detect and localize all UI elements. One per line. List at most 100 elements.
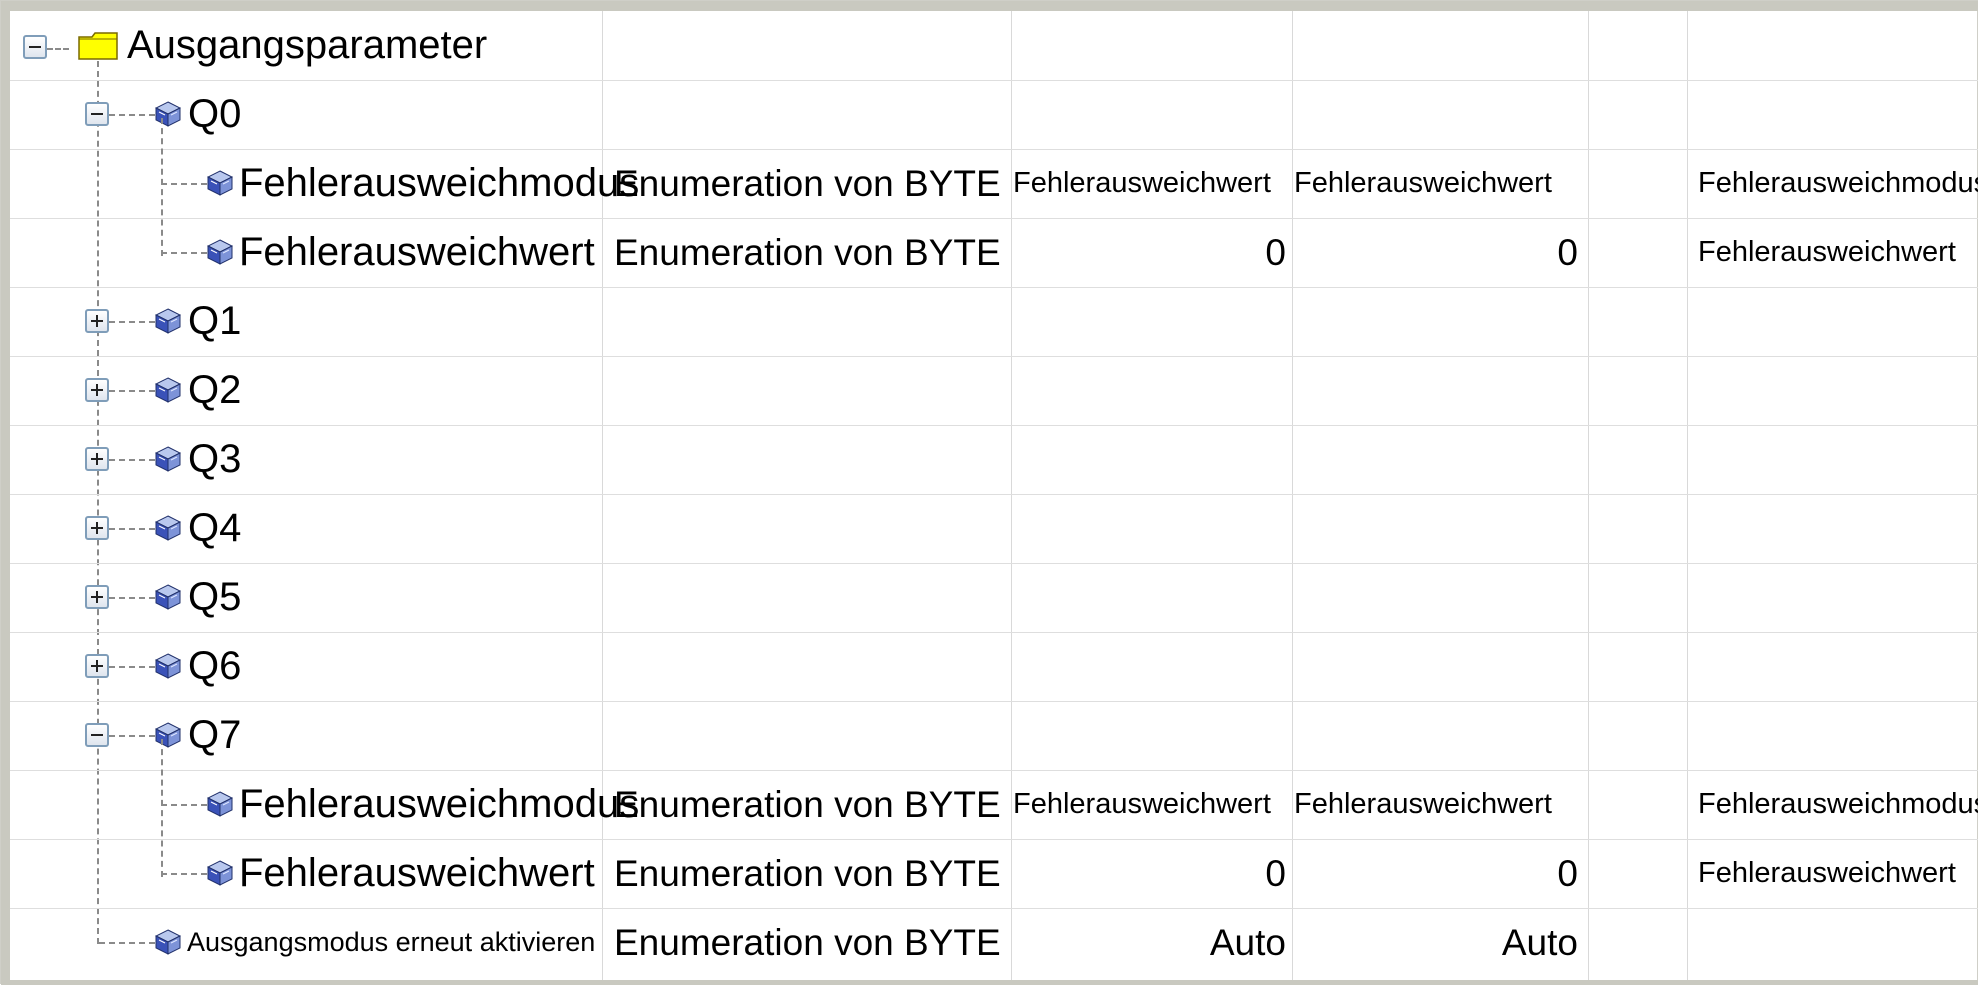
row-divider	[10, 632, 1978, 633]
tree-label-parameter: Fehlerausweichwert	[239, 851, 595, 895]
tree-row-parameter[interactable]: Fehlerausweichmodus Enumeration von BYTE F…	[10, 149, 1978, 218]
tree-label-group: Q0	[188, 92, 242, 136]
row-divider	[10, 839, 1978, 840]
parameter-group-icon	[154, 377, 182, 403]
parameter-icon	[206, 860, 234, 886]
tree-row-root[interactable]: Ausgangsparameter	[10, 11, 1978, 80]
tree-row-group[interactable]: Q4	[10, 494, 1978, 563]
parameter-group-icon	[154, 515, 182, 541]
tree-row-parameter[interactable]: Fehlerausweichwert Enumeration von BYTE 0 0…	[10, 218, 1978, 287]
tree-label-group: Q2	[188, 368, 242, 412]
tree-connector	[99, 942, 155, 944]
tree-connector	[109, 114, 155, 116]
parameter-icon	[154, 929, 182, 955]
tree-row-group[interactable]: Q0	[10, 80, 1978, 149]
value-cell[interactable]: 0	[1557, 232, 1578, 273]
row-divider	[10, 701, 1978, 702]
description-cell: Fehlerausweichwert	[1698, 857, 1956, 889]
collapse-icon[interactable]	[85, 723, 109, 747]
column-divider	[602, 11, 603, 980]
row-divider	[10, 149, 1978, 150]
collapse-icon[interactable]	[23, 35, 47, 59]
tree-connector	[109, 666, 155, 668]
row-divider	[10, 770, 1978, 771]
tree-label-parameter: Ausgangsmodus erneut aktivieren	[187, 927, 596, 957]
tree-connector	[109, 597, 155, 599]
default-value-cell: Fehlerausweichwert	[1013, 167, 1271, 199]
tree-label-group: Q6	[188, 644, 242, 688]
type-cell: Enumeration von BYTE	[614, 163, 1001, 204]
expand-icon[interactable]	[85, 585, 109, 609]
frame-bottom-edge	[1, 980, 1978, 985]
tree-row-group[interactable]: Q6	[10, 632, 1978, 701]
frame-left-edge	[1, 1, 10, 985]
tree-connector	[109, 321, 155, 323]
parameter-icon	[206, 170, 234, 196]
row-divider	[10, 287, 1978, 288]
tree-label-parameter: Fehlerausweichmodus	[239, 161, 640, 205]
folder-icon	[78, 32, 118, 60]
tree-row-group[interactable]: Q7	[10, 701, 1978, 770]
default-value-cell: 0	[1265, 232, 1286, 273]
column-divider	[1292, 11, 1293, 980]
tree-row-group[interactable]: Q3	[10, 425, 1978, 494]
tree-label-parameter: Fehlerausweichwert	[239, 230, 595, 274]
row-divider	[10, 425, 1978, 426]
tree-connector	[109, 528, 155, 530]
tree-connector	[161, 118, 163, 256]
description-cell: Fehlerausweichmodus	[1698, 788, 1978, 820]
row-divider	[10, 494, 1978, 495]
column-divider	[1588, 11, 1589, 980]
row-divider	[10, 908, 1978, 909]
description-cell: Fehlerausweichwert	[1698, 236, 1956, 268]
tree-connector	[109, 735, 155, 737]
row-divider	[10, 356, 1978, 357]
default-value-cell: Fehlerausweichwert	[1013, 788, 1271, 820]
tree-label-group: Q1	[188, 299, 242, 343]
row-divider	[10, 80, 1978, 81]
type-cell: Enumeration von BYTE	[614, 922, 1001, 963]
value-cell[interactable]: Auto	[1501, 922, 1578, 963]
tree-connector	[109, 459, 155, 461]
frame-top-edge	[1, 1, 1978, 11]
column-divider	[1011, 11, 1012, 980]
collapse-icon[interactable]	[85, 102, 109, 126]
default-value-cell: Auto	[1209, 922, 1286, 963]
tree-row-group[interactable]: Q5	[10, 563, 1978, 632]
tree-row-parameter[interactable]: Fehlerausweichmodus Enumeration von BYTE F…	[10, 770, 1978, 839]
parameter-icon	[206, 239, 234, 265]
tree-connector	[161, 183, 207, 185]
parameter-group-icon	[154, 446, 182, 472]
default-value-cell: 0	[1265, 853, 1286, 894]
tree-row-group[interactable]: Q1	[10, 287, 1978, 356]
tree-connector	[161, 804, 207, 806]
tree-connector	[47, 48, 69, 50]
tree-connector	[161, 252, 207, 254]
tree-label-group: Q7	[188, 713, 242, 757]
parameter-group-icon	[154, 722, 182, 748]
value-cell[interactable]: 0	[1557, 853, 1578, 894]
type-cell: Enumeration von BYTE	[614, 232, 1001, 273]
parameter-group-icon	[154, 308, 182, 334]
tree-connector	[109, 390, 155, 392]
tree-connector	[161, 873, 207, 875]
expand-icon[interactable]	[85, 654, 109, 678]
value-cell[interactable]: Fehlerausweichwert	[1294, 167, 1552, 199]
expand-icon[interactable]	[85, 309, 109, 333]
tree-label-group: Q4	[188, 506, 242, 550]
parameter-group-icon	[154, 653, 182, 679]
tree-row-parameter[interactable]: Ausgangsmodus erneut aktivieren Enumerati…	[10, 908, 1978, 977]
value-cell[interactable]: Fehlerausweichwert	[1294, 788, 1552, 820]
parameter-icon	[206, 791, 234, 817]
expand-icon[interactable]	[85, 378, 109, 402]
expand-icon[interactable]	[85, 447, 109, 471]
description-cell: Fehlerausweichmodus	[1698, 167, 1978, 199]
tree-row-parameter[interactable]: Fehlerausweichwert Enumeration von BYTE 0 0…	[10, 839, 1978, 908]
parameter-group-icon	[154, 101, 182, 127]
expand-icon[interactable]	[85, 516, 109, 540]
type-cell: Enumeration von BYTE	[614, 853, 1001, 894]
type-cell: Enumeration von BYTE	[614, 784, 1001, 825]
tree-row-group[interactable]: Q2	[10, 356, 1978, 425]
column-divider	[1687, 11, 1688, 980]
